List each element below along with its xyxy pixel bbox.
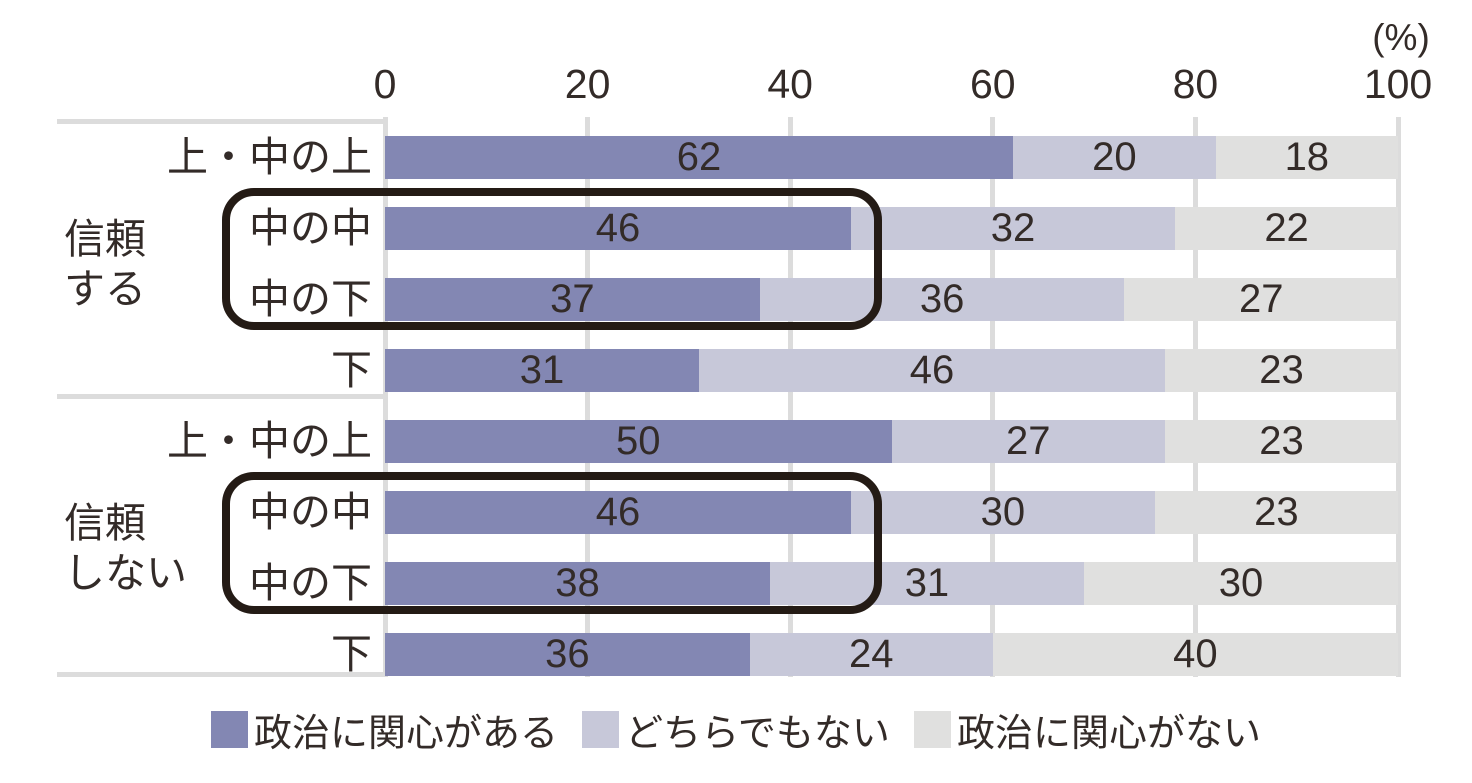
group-label-信頼しない: 信頼 しない xyxy=(64,498,187,598)
bar-segment-政治に関心がない: 22 xyxy=(1175,206,1398,250)
bar-value-label: 27 xyxy=(1006,419,1051,463)
bar-segment-政治に関心がある: 37 xyxy=(385,277,760,321)
row-label-5: 中の中 xyxy=(249,489,372,535)
bar-row-7: 36 24 40 xyxy=(385,632,1398,676)
x-axis-tick-label-0: 0 xyxy=(373,61,397,107)
legend-swatch-2 xyxy=(913,711,951,748)
legend-swatch-0 xyxy=(211,711,249,748)
bar-value-label: 62 xyxy=(676,135,722,179)
label-table-line-0 xyxy=(57,119,384,124)
bar-segment-どちらでもない: 30 xyxy=(850,490,1155,534)
bar-segment-どちらでもない: 31 xyxy=(769,561,1084,605)
legend-item-1: どちらでもない xyxy=(582,702,890,757)
bar-segment-政治に関心がある: 46 xyxy=(385,490,851,534)
gridline-20 xyxy=(585,117,591,677)
group-label-line: する xyxy=(64,266,146,312)
legend-swatch-1 xyxy=(582,711,620,748)
gridline-80 xyxy=(1192,117,1198,677)
bar-segment-政治に関心がない: 27 xyxy=(1124,277,1398,321)
x-axis-tick-label-100: 100 xyxy=(1363,61,1433,107)
gridline-60 xyxy=(990,117,996,677)
legend-item-0: 政治に関心がある xyxy=(211,702,558,757)
bar-segment-政治に関心がない: 23 xyxy=(1164,348,1398,392)
bar-value-label: 46 xyxy=(595,490,641,534)
bar-value-label: 40 xyxy=(1173,632,1218,676)
legend-label: 政治に関心がある xyxy=(254,713,559,755)
bar-value-label: 20 xyxy=(1092,135,1137,179)
bar-segment-どちらでもない: 20 xyxy=(1013,135,1216,179)
row-label-2: 中の下 xyxy=(249,276,372,322)
bar-row-2: 37 36 27 xyxy=(385,277,1398,321)
bar-segment-政治に関心がない: 23 xyxy=(1154,490,1398,534)
label-table-line-2 xyxy=(57,672,384,677)
bar-segment-政治に関心がない: 18 xyxy=(1215,135,1398,179)
bar-segment-政治に関心がある: 36 xyxy=(385,632,750,676)
bar-row-0: 62 20 18 xyxy=(385,135,1398,179)
row-label-0: 上・中の上 xyxy=(167,134,372,180)
bar-segment-政治に関心がある: 62 xyxy=(385,135,1014,179)
bar-segment-どちらでもない: 36 xyxy=(759,277,1125,321)
bar-segment-どちらでもない: 27 xyxy=(891,419,1165,463)
bar-segment-政治に関心がない: 40 xyxy=(992,632,1398,676)
bar-value-label: 27 xyxy=(1238,277,1284,321)
bar-segment-どちらでもない: 24 xyxy=(749,632,993,676)
bar-value-label: 37 xyxy=(550,277,595,321)
group-label-信頼する: 信頼 する xyxy=(64,214,146,314)
bar-segment-政治に関心がある: 46 xyxy=(385,206,851,250)
bar-segment-政治に関心がない: 23 xyxy=(1165,419,1398,463)
gridline-100 xyxy=(1395,117,1401,677)
group-label-line: 信頼 xyxy=(64,216,146,262)
bar-row-3: 31 46 23 xyxy=(385,348,1398,392)
unit-label: (%) xyxy=(1372,17,1430,58)
bar-value-label: 18 xyxy=(1284,135,1330,179)
bar-value-label: 31 xyxy=(519,348,565,392)
bar-row-1: 46 32 22 xyxy=(385,206,1398,250)
row-label-1: 中の中 xyxy=(249,205,372,251)
bar-value-label: 23 xyxy=(1259,348,1304,392)
gridline-0 xyxy=(382,117,388,677)
bar-segment-政治に関心がある: 31 xyxy=(385,348,700,392)
legend-item-2: 政治に関心がない xyxy=(913,702,1261,757)
bar-segment-どちらでもない: 46 xyxy=(699,348,1165,392)
bar-segment-政治に関心がない: 30 xyxy=(1083,561,1398,605)
bar-value-label: 30 xyxy=(1218,561,1264,605)
x-axis-tick-label-60: 60 xyxy=(969,61,1016,107)
row-label-4: 上・中の上 xyxy=(167,418,372,464)
bar-value-label: 46 xyxy=(909,348,955,392)
bar-value-label: 36 xyxy=(545,632,590,676)
bar-value-label: 46 xyxy=(595,206,641,250)
bar-value-label: 32 xyxy=(990,206,1036,250)
bar-row-4: 50 27 23 xyxy=(385,419,1398,463)
gridline-40 xyxy=(787,117,793,677)
x-axis-tick-label-20: 20 xyxy=(564,61,611,107)
bar-row-6: 38 31 30 xyxy=(385,561,1398,605)
bar-value-label: 50 xyxy=(616,419,661,463)
legend-label: どちらでもない xyxy=(625,713,890,755)
bar-value-label: 30 xyxy=(980,490,1026,534)
group-label-line: 信頼 xyxy=(64,500,146,546)
bar-segment-政治に関心がある: 38 xyxy=(385,561,770,605)
bar-value-label: 23 xyxy=(1254,490,1299,534)
row-label-7: 下 xyxy=(331,631,372,677)
label-table-line-1 xyxy=(57,394,384,399)
legend-label: 政治に関心がない xyxy=(956,713,1261,755)
bar-segment-どちらでもない: 32 xyxy=(850,206,1176,250)
row-label-3: 下 xyxy=(331,347,372,393)
group-label-line: しない xyxy=(64,550,187,596)
bar-value-label: 31 xyxy=(904,561,950,605)
bar-segment-政治に関心がある: 50 xyxy=(385,419,892,463)
bar-value-label: 36 xyxy=(919,277,965,321)
bar-value-label: 23 xyxy=(1259,419,1304,463)
legend: 政治に関心がある どちらでもない 政治に関心がない xyxy=(0,702,1472,757)
bar-value-label: 24 xyxy=(848,632,894,676)
bar-row-5: 46 30 23 xyxy=(385,490,1398,534)
x-axis-tick-label-40: 40 xyxy=(767,61,813,107)
row-label-6: 中の下 xyxy=(249,560,372,606)
bar-value-label: 22 xyxy=(1264,206,1309,250)
x-axis-tick-label-80: 80 xyxy=(1172,61,1219,107)
bar-value-label: 38 xyxy=(555,561,600,605)
